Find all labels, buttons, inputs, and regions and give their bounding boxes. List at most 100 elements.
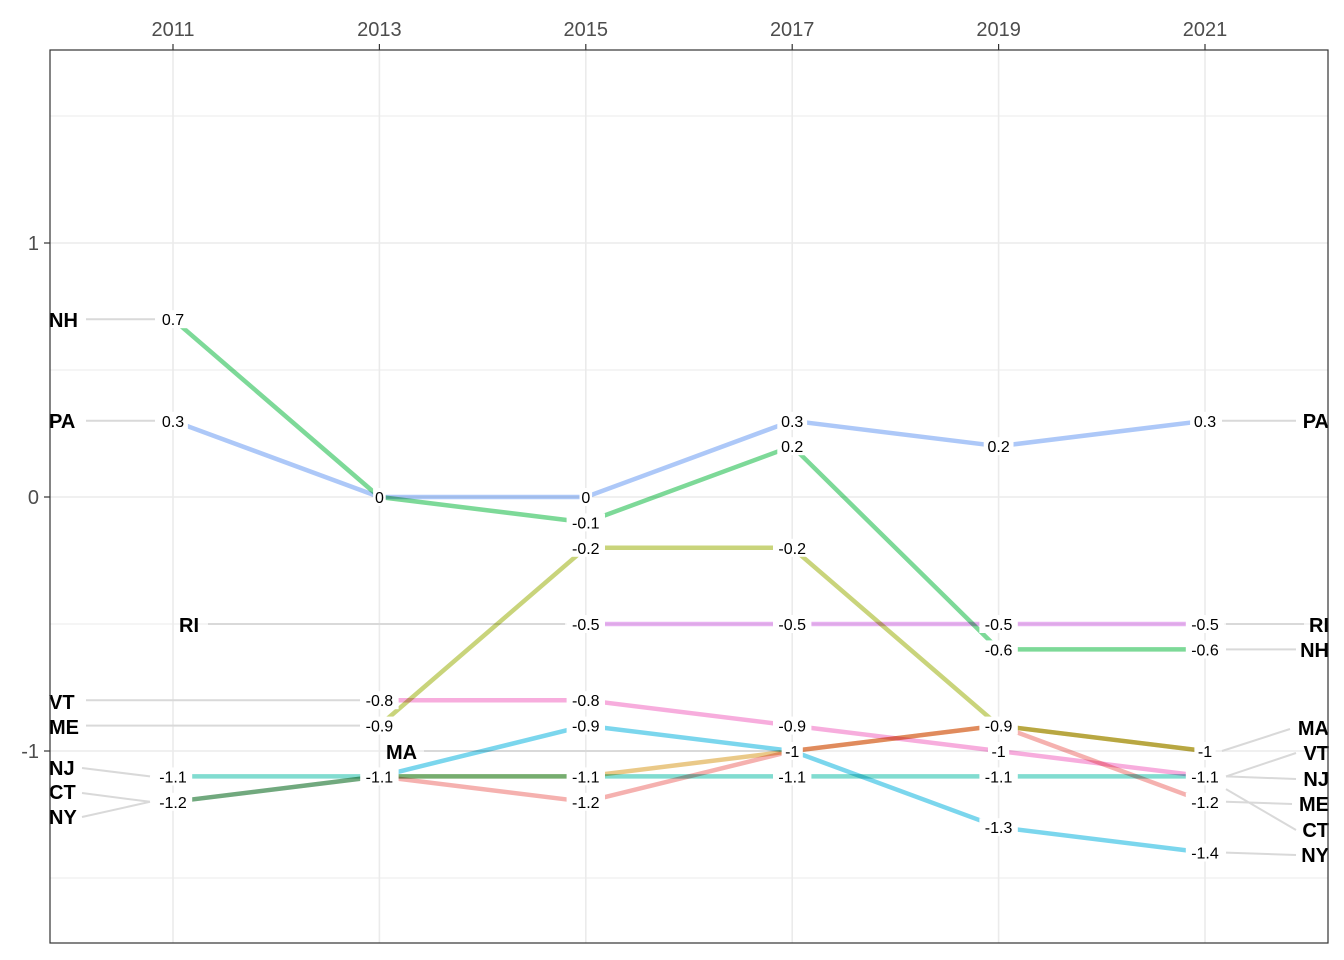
point-value-label: -1.4 bbox=[1191, 846, 1219, 863]
point-value-label: -1.1 bbox=[985, 769, 1013, 786]
point-value-bg bbox=[566, 792, 605, 811]
point-value-bg bbox=[566, 538, 605, 557]
point-value-bg bbox=[773, 767, 812, 786]
label-connector bbox=[1225, 752, 1297, 778]
point-value-bg bbox=[773, 538, 812, 557]
point-value-label: -1 bbox=[991, 744, 1005, 761]
point-value-bg bbox=[373, 488, 386, 506]
point-value-label: -0.6 bbox=[985, 642, 1013, 659]
y-tick-label: -1 bbox=[21, 741, 39, 763]
point-value-bg bbox=[566, 615, 605, 633]
point-labels: 0.7 0.3 -1.1 -1.2 0 -0.8 -0.9 -1.1 0 -0.1 -0.2 -0.5… bbox=[153, 310, 1225, 863]
label-connectors bbox=[81, 318, 1304, 856]
point-value-bg bbox=[360, 691, 399, 710]
axes: 2011 2013 2015 2017 2019 2021 -1 0 1 bbox=[21, 19, 1227, 763]
label-connector bbox=[1225, 788, 1297, 831]
point-value-label: 0 bbox=[375, 490, 384, 507]
label-connector bbox=[81, 800, 151, 818]
label-connector bbox=[1225, 800, 1293, 805]
label-connector bbox=[1221, 728, 1291, 752]
point-value-label: -1.2 bbox=[572, 795, 600, 812]
point-value-label: -0.5 bbox=[572, 617, 600, 634]
point-value-bg bbox=[158, 411, 188, 430]
point-value-label: -1.1 bbox=[366, 769, 394, 786]
point-value-label: -1.1 bbox=[572, 769, 600, 786]
point-value-bg bbox=[979, 818, 1018, 837]
point-value-label: 0.2 bbox=[987, 439, 1009, 456]
point-value-label: 0.7 bbox=[162, 312, 184, 329]
point-value-bg bbox=[566, 716, 605, 735]
point-value-label: -0.1 bbox=[572, 515, 600, 532]
state-label-right-ct: CT bbox=[1302, 820, 1329, 842]
x-tick-label: 2017 bbox=[770, 19, 815, 41]
state-label-left-ct: CT bbox=[49, 782, 76, 804]
state-label-right-nh: NH bbox=[1300, 640, 1329, 662]
state-label-right-me: ME bbox=[1299, 794, 1329, 816]
label-connector bbox=[81, 767, 151, 778]
label-connector bbox=[1225, 851, 1297, 856]
point-value-bg bbox=[158, 310, 188, 329]
state-label-left-ny: NY bbox=[49, 807, 77, 829]
state-label-right-vt: VT bbox=[1303, 743, 1329, 765]
label-connector bbox=[1225, 775, 1297, 780]
point-value-label: -0.2 bbox=[778, 541, 806, 558]
state-label-left-ma: MA bbox=[386, 742, 417, 764]
point-value-bg bbox=[983, 437, 1014, 456]
point-value-bg bbox=[979, 640, 1018, 659]
point-value-label: 0.2 bbox=[781, 439, 803, 456]
state-label-left-nj: NJ bbox=[49, 758, 75, 780]
point-value-label: -0.9 bbox=[778, 719, 806, 736]
state-label-left-ri: RI bbox=[179, 615, 199, 637]
point-value-label: -0.9 bbox=[985, 719, 1013, 736]
state-label-left-me: ME bbox=[49, 717, 79, 739]
point-value-bg bbox=[566, 691, 605, 710]
point-value-label: -1.1 bbox=[778, 769, 806, 786]
y-tick-label: 0 bbox=[28, 487, 39, 509]
state-label-left-vt: VT bbox=[49, 692, 75, 714]
point-value-label: -0.5 bbox=[778, 617, 806, 634]
point-value-bg bbox=[566, 767, 605, 786]
point-value-label: -1 bbox=[785, 744, 799, 761]
point-value-label: 0.3 bbox=[781, 414, 803, 431]
point-value-bg bbox=[979, 615, 1018, 633]
plot-border bbox=[49, 49, 1329, 944]
state-label-left-pa: PA bbox=[49, 411, 75, 433]
label-connector bbox=[81, 792, 151, 803]
point-value-label: -0.9 bbox=[366, 719, 394, 736]
point-value-label: -1.3 bbox=[985, 820, 1013, 837]
point-value-bg bbox=[777, 437, 808, 456]
point-value-bg bbox=[579, 488, 593, 506]
point-value-bg bbox=[988, 742, 1010, 760]
point-value-label: 0 bbox=[581, 490, 590, 507]
point-value-bg bbox=[566, 513, 605, 532]
point-value-bg bbox=[153, 792, 193, 811]
point-value-bg bbox=[777, 411, 808, 430]
series-line-nh bbox=[171, 317, 1205, 652]
point-value-label: -0.8 bbox=[572, 693, 600, 710]
point-value-label: -1 bbox=[1198, 744, 1212, 761]
point-value-bg bbox=[1185, 792, 1225, 811]
point-value-label: -0.2 bbox=[572, 541, 600, 558]
series-line-pa bbox=[172, 418, 1206, 500]
point-value-bg bbox=[979, 716, 1018, 735]
point-value-bg bbox=[1185, 640, 1225, 659]
point-value-bg bbox=[1185, 767, 1225, 786]
state-label-left-nh: NH bbox=[49, 310, 78, 332]
x-tick-label: 2021 bbox=[1183, 19, 1228, 41]
point-value-label: -1.1 bbox=[159, 769, 187, 786]
point-value-bg bbox=[360, 716, 399, 735]
state-label-right-ri: RI bbox=[1309, 615, 1329, 637]
series-lines bbox=[171, 317, 1206, 855]
point-value-bg bbox=[1185, 843, 1225, 862]
state-label-right-ma: MA bbox=[1298, 718, 1329, 740]
point-value-label: 0.3 bbox=[162, 414, 184, 431]
x-tick-label: 2011 bbox=[151, 19, 194, 41]
x-tick-label: 2015 bbox=[564, 19, 609, 41]
point-value-label: -1.1 bbox=[1191, 769, 1219, 786]
point-value-bg bbox=[1185, 615, 1225, 633]
point-value-bg bbox=[781, 742, 803, 760]
series-line-ny bbox=[172, 723, 1206, 855]
state-label-right-ny: NY bbox=[1301, 845, 1329, 867]
point-value-bg bbox=[773, 716, 812, 735]
